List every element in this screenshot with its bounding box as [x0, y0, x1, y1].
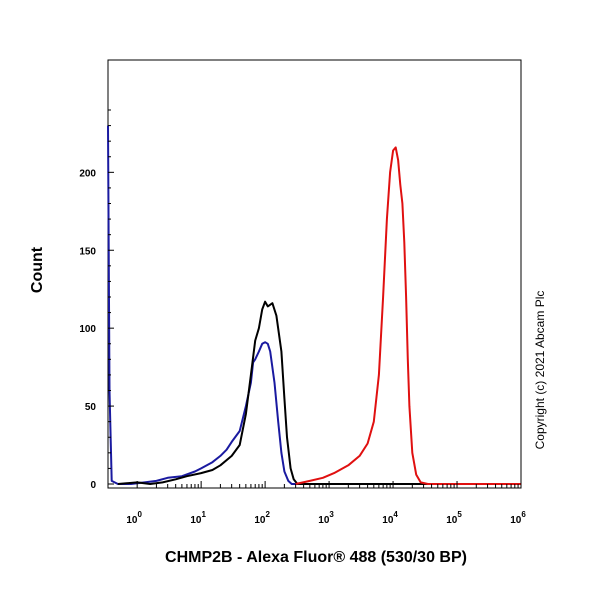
- x-tick-label: 104: [382, 510, 398, 526]
- y-tick-label: 100: [79, 324, 96, 335]
- x-axis-title: CHMP2B - Alexa Fluor® 488 (530/30 BP): [165, 549, 467, 566]
- y-tick-label: 150: [79, 246, 96, 257]
- y-tick-label: 50: [85, 402, 97, 413]
- x-tick-label: 101: [190, 510, 206, 526]
- series-line-3: [295, 146, 521, 485]
- y-axis-title: Count: [29, 246, 46, 293]
- series-line-1: [107, 125, 521, 485]
- x-tick-label: 102: [254, 510, 270, 526]
- series-layer: [107, 125, 521, 485]
- y-tick-label: 200: [79, 168, 96, 179]
- x-tick-label: 106: [510, 510, 526, 526]
- series-line-2: [117, 300, 521, 485]
- copyright-annotation: Copyright (c) 2021 Abcam Plc: [533, 291, 547, 450]
- plot-frame: [107, 59, 522, 489]
- x-axis: 100 101 102 103 104 105 106: [126, 481, 526, 526]
- x-tick-label: 103: [318, 510, 334, 526]
- x-tick-label: 100: [126, 510, 142, 526]
- x-tick-label: 105: [446, 510, 462, 526]
- y-tick-label: 0: [90, 480, 96, 491]
- y-axis: 0 50 100 150 200: [79, 109, 114, 491]
